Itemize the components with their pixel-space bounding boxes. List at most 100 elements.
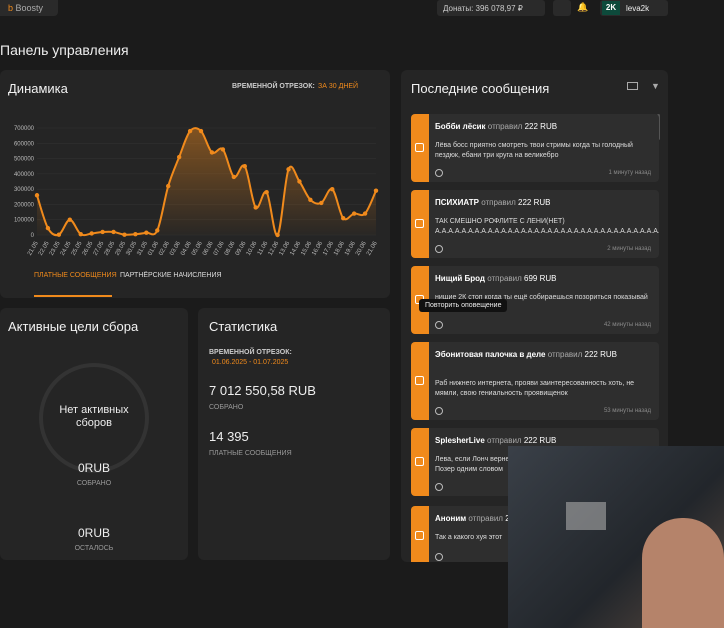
message-text: Раб нижнего интернета, прояви заинтересо… xyxy=(435,380,635,397)
sender: Аноним xyxy=(435,514,467,523)
sender: Нищий Брод xyxy=(435,274,485,283)
brand[interactable]: b Boosty xyxy=(0,0,58,16)
message-accent xyxy=(411,114,429,182)
icon-button[interactable] xyxy=(553,0,571,16)
verb: отправил xyxy=(481,198,516,207)
count-value: 14 395 xyxy=(209,429,249,444)
point xyxy=(67,217,73,222)
point xyxy=(319,200,324,206)
y-tick-label: 400000 xyxy=(14,172,35,178)
sum-value: 7 012 550,58 RUB xyxy=(209,383,316,398)
donations[interactable]: Донаты: 396 078,97 ₽ xyxy=(437,0,545,16)
message-accent xyxy=(411,506,429,562)
point xyxy=(362,211,368,216)
amount: 699 RUB xyxy=(524,274,557,283)
period-label: ВРЕМЕННОЙ ОТРЕЗОК: xyxy=(209,349,292,356)
progress-ring xyxy=(39,363,149,473)
message-card: Бобби лёсик отправил 222 RUB Лёва босс пр… xyxy=(411,114,659,182)
message-header: Нищий Брод отправил 699 RUB xyxy=(435,274,635,283)
point xyxy=(275,232,280,238)
point xyxy=(351,211,357,216)
panel-title: Активные цели сбора xyxy=(8,319,139,334)
y-tick-label: 500000 xyxy=(14,157,35,163)
sender: SplesherLive xyxy=(435,436,485,445)
point xyxy=(34,193,40,198)
message-time: 2 минуты назад xyxy=(607,246,651,252)
filter-icon[interactable]: ▼ xyxy=(651,81,660,91)
tab[interactable]: ПЛАТНЫЕ СООБЩЕНИЯ xyxy=(34,272,117,279)
point xyxy=(176,154,182,160)
panel-title: Статистика xyxy=(209,319,278,334)
goals-panel: Активные цели сбора Нет активных сборов … xyxy=(0,308,188,560)
point xyxy=(45,225,51,231)
replay-button[interactable] xyxy=(435,483,443,491)
y-tick-label: 600000 xyxy=(14,141,35,147)
collected-label: СОБРАНО xyxy=(76,480,112,487)
webcam-person xyxy=(642,518,724,628)
amount: 222 RUB xyxy=(518,198,551,207)
y-tick-label: 100000 xyxy=(14,218,35,224)
sender: ПСИХИАТР xyxy=(435,198,479,207)
point xyxy=(220,147,226,152)
point xyxy=(133,232,138,237)
webcam-object xyxy=(566,502,606,530)
point xyxy=(78,232,83,237)
amount: 222 RUB xyxy=(523,436,557,445)
message-text: Так а какого хуя этот xyxy=(435,534,503,541)
message-header: SplesherLive отправил 222 RUB xyxy=(435,436,635,445)
point xyxy=(111,229,116,235)
period-label: ВРЕМЕННОЙ ОТРЕЗОК: xyxy=(232,83,315,90)
period-value[interactable]: 01.06.2025 - 01.07.2025 xyxy=(212,359,289,366)
replay-button[interactable] xyxy=(435,321,443,329)
dynamics-panel: Динамика ВРЕМЕННОЙ ОТРЕЗОК: ЗА 30 ДНЕЙ П… xyxy=(0,70,390,298)
point xyxy=(89,231,94,236)
point xyxy=(330,186,335,192)
sum-label: СОБРАНО xyxy=(209,404,244,411)
y-tick-label: 300000 xyxy=(14,187,35,193)
point xyxy=(155,228,160,233)
sender: Бобби лёсик xyxy=(435,122,486,131)
point xyxy=(198,128,204,134)
point xyxy=(308,197,313,203)
avatar: 2K xyxy=(602,1,620,15)
bell[interactable]: 🔔 xyxy=(577,2,589,12)
verb: отправил xyxy=(468,514,503,523)
message-time: 53 минуты назад xyxy=(603,408,651,414)
cast-icon[interactable] xyxy=(627,82,638,90)
point xyxy=(144,230,149,235)
message-header: Эбонитовая палочка в деле отправил 222 R… xyxy=(435,350,635,359)
tab[interactable]: ПАРТНЁРСКИЕ НАЧИСЛЕНИЯ xyxy=(120,272,222,279)
replay-button[interactable] xyxy=(435,169,443,177)
message-text: ТАК СМЕШНО РОФЛИТЕ С ЛЕНИ(НЕТ) А.А.А.А.А… xyxy=(435,218,659,235)
sender: Эбонитовая палочка в деле xyxy=(435,350,546,359)
amount: 222 RUB xyxy=(524,122,558,131)
point xyxy=(297,179,302,184)
replay-button[interactable] xyxy=(435,245,443,253)
period-value[interactable]: ЗА 30 ДНЕЙ xyxy=(318,83,359,90)
verb: отправил xyxy=(487,436,522,445)
user[interactable]: 2K leva2k xyxy=(600,0,668,16)
stats-panel: Статистика ВРЕМЕННОЙ ОТРЕЗОК: 01.06.2025… xyxy=(198,308,390,560)
point xyxy=(264,190,269,195)
message-time: 1 минуту назад xyxy=(608,170,651,176)
message-text: Лёва босс приятно смотреть твои стримы к… xyxy=(435,142,633,159)
verb: отправил xyxy=(487,274,522,283)
point xyxy=(242,164,247,169)
point xyxy=(286,167,291,172)
point xyxy=(340,215,346,221)
panel-title: Динамика xyxy=(8,81,68,96)
point xyxy=(56,232,62,237)
message-accent xyxy=(411,190,429,258)
tooltip: Повторить оповещение xyxy=(419,299,508,312)
chart: 0 100000 200000 300000 400000 500000 600000 700… xyxy=(14,126,379,257)
replay-button[interactable] xyxy=(435,553,443,561)
point xyxy=(187,128,193,134)
message-accent xyxy=(411,342,429,420)
collected-value: 0RUB xyxy=(77,461,110,475)
point xyxy=(231,174,237,180)
y-tick-label: 0 xyxy=(31,233,35,239)
point xyxy=(253,205,258,210)
username: leva2k xyxy=(626,4,650,13)
replay-button[interactable] xyxy=(435,407,443,415)
